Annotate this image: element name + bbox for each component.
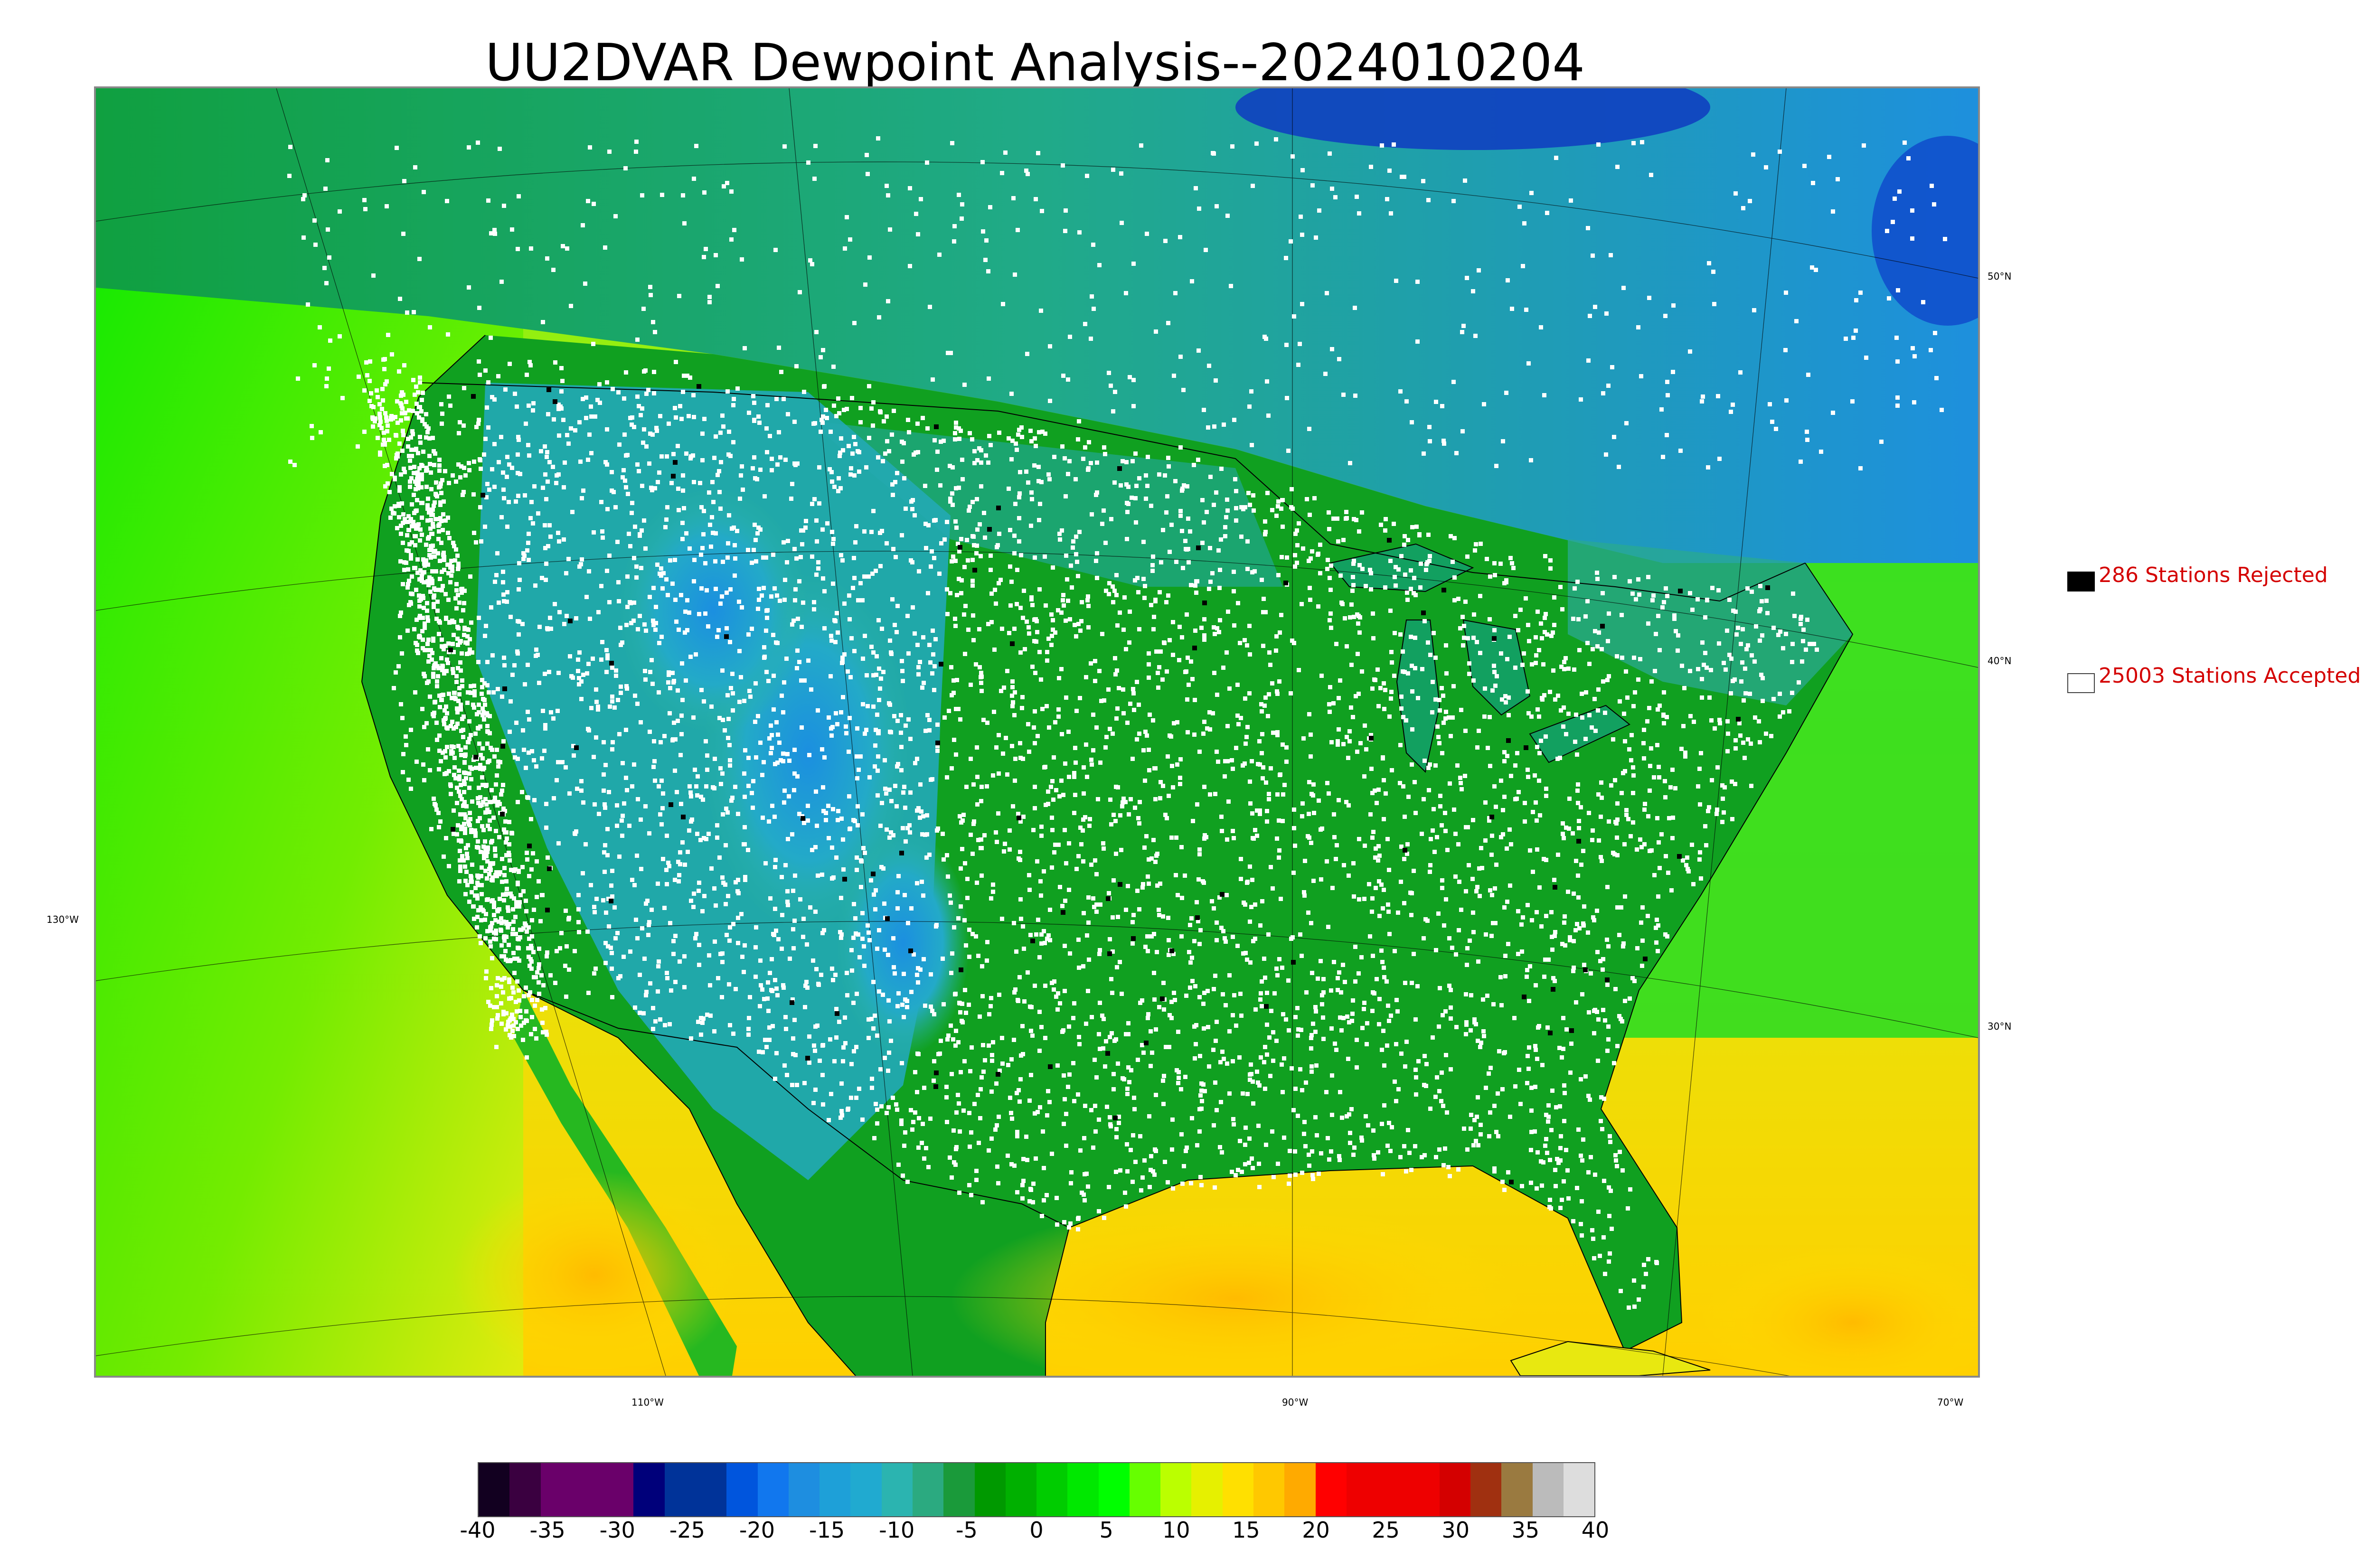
colorbar-segment: [1098, 1463, 1130, 1516]
colorbar-tick-label: -15: [809, 1517, 845, 1543]
dewpoint-field: [96, 88, 1978, 1376]
lon-label-90: 90°W: [1282, 1397, 1309, 1408]
colorbar-tick-label: 0: [1029, 1517, 1044, 1543]
colorbar-tick-label: -35: [529, 1517, 565, 1543]
colorbar-tick-label: 15: [1232, 1517, 1260, 1543]
colorbar-segment: [912, 1463, 944, 1516]
colorbar-tick-label: 25: [1372, 1517, 1400, 1543]
dewpoint-map: [94, 86, 1980, 1378]
colorbar-segment: [974, 1463, 1006, 1516]
rejected-swatch: [2067, 572, 2095, 592]
station-markers: [287, 136, 1947, 1310]
colorbar-tick-label: -10: [879, 1517, 915, 1543]
colorbar-tick-label: -40: [460, 1517, 496, 1543]
colorbar-segment: [1284, 1463, 1316, 1516]
colorbar-tick-label: 5: [1099, 1517, 1113, 1543]
colorbar-segment: [479, 1463, 510, 1516]
colorbar-segment: [788, 1463, 820, 1516]
colorbar-tick-label: 20: [1302, 1517, 1330, 1543]
lat-label-50: 50°N: [1988, 271, 2012, 282]
colorbar-tick-label: 40: [1581, 1517, 1610, 1543]
colorbar-tick-label: 30: [1441, 1517, 1470, 1543]
lat-label-30: 30°N: [1988, 1021, 2012, 1032]
colorbar-segment: [1067, 1463, 1099, 1516]
colorbar-segment: [1129, 1463, 1161, 1516]
accepted-label: 25003 Stations Accepted: [2099, 664, 2361, 688]
colorbar-segment: [1005, 1463, 1037, 1516]
dewpoint-colorbar: [478, 1462, 1595, 1517]
colorbar-segment: [509, 1463, 541, 1516]
colorbar-segment: [881, 1463, 913, 1516]
colorbar-segment: [1191, 1463, 1223, 1516]
colorbar-segment: [1501, 1463, 1533, 1516]
colorbar-segment: [540, 1463, 572, 1516]
rejected-label: 286 Stations Rejected: [2099, 563, 2328, 587]
colorbar-segment: [633, 1463, 665, 1516]
colorbar-segment: [1439, 1463, 1470, 1516]
lon-label-110: 110°W: [631, 1397, 664, 1408]
colorbar-segment: [1470, 1463, 1502, 1516]
colorbar-segment: [1253, 1463, 1285, 1516]
accepted-swatch: [2067, 673, 2095, 693]
lon-label-130: 130°W: [47, 914, 79, 925]
map-title: UU2DVAR Dewpoint Analysis--2024010204: [485, 33, 1585, 93]
colorbar-segment: [1160, 1463, 1192, 1516]
lat-label-40: 40°N: [1988, 655, 2012, 667]
colorbar-tick-label: -5: [955, 1517, 978, 1543]
colorbar-segment: [943, 1463, 975, 1516]
colorbar-segment: [820, 1463, 851, 1516]
colorbar-segment: [850, 1463, 882, 1516]
colorbar-segment: [1532, 1463, 1564, 1516]
lon-label-70: 70°W: [1937, 1397, 1964, 1408]
colorbar-segment: [695, 1463, 727, 1516]
colorbar-segment: [726, 1463, 758, 1516]
colorbar-segment: [571, 1463, 603, 1516]
colorbar-tick-label: 35: [1511, 1517, 1540, 1543]
colorbar-segment: [757, 1463, 789, 1516]
colorbar-segment: [1563, 1463, 1595, 1516]
colorbar-tick-label: 10: [1162, 1517, 1190, 1543]
colorbar-segment: [1315, 1463, 1347, 1516]
colorbar-segment: [664, 1463, 696, 1516]
colorbar-segment: [1036, 1463, 1068, 1516]
colorbar-tick-label: -25: [669, 1517, 705, 1543]
colorbar-segment: [1346, 1463, 1378, 1516]
colorbar-tick-label: -30: [599, 1517, 635, 1543]
colorbar-segment: [1408, 1463, 1440, 1516]
colorbar-segment: [1377, 1463, 1409, 1516]
colorbar-segment: [1222, 1463, 1254, 1516]
colorbar-tick-label: -20: [739, 1517, 775, 1543]
colorbar-segment: [603, 1463, 634, 1516]
